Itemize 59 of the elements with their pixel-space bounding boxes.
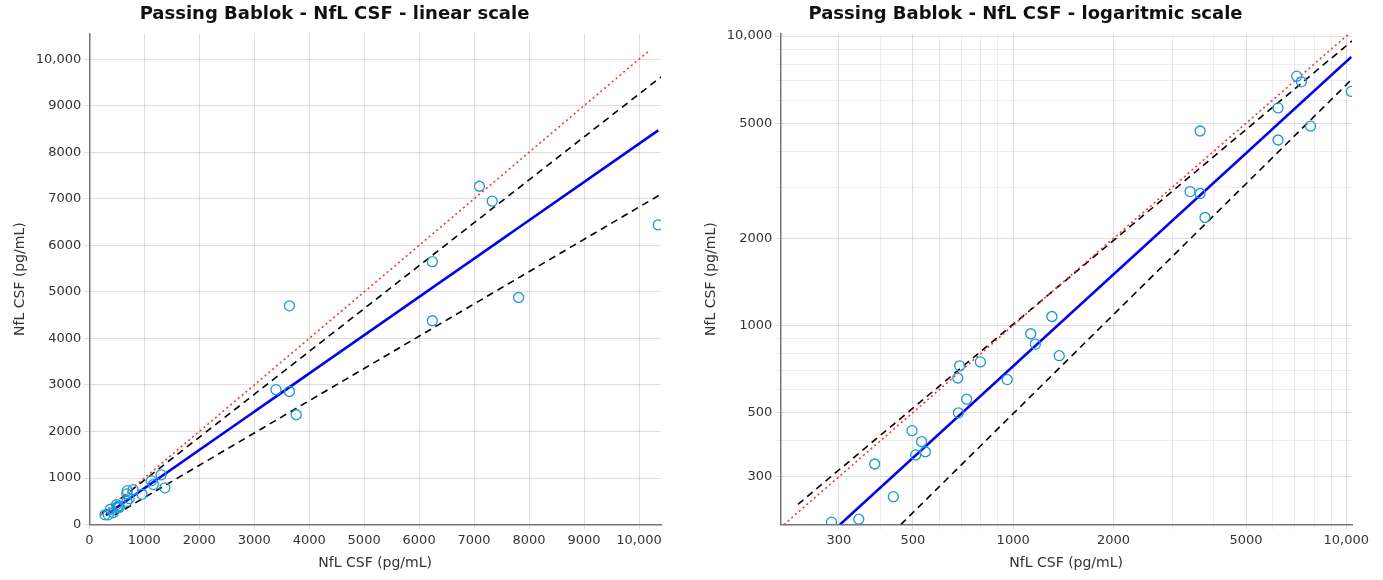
x-tick-label: 4000 — [292, 531, 326, 547]
point — [155, 469, 167, 481]
point — [136, 488, 148, 500]
y-tick-label: 5000 — [739, 114, 773, 130]
x-axis-title: NfL CSF (pg/mL) — [1009, 554, 1123, 571]
point — [159, 482, 171, 494]
y-tick-label: 9000 — [48, 97, 82, 113]
y-tick-label: 3000 — [48, 376, 82, 392]
point — [473, 180, 486, 192]
x-tick-label: 8000 — [512, 531, 546, 547]
y-tick-label: 300 — [747, 468, 773, 484]
point — [283, 385, 296, 398]
x-tick-label: 7000 — [457, 531, 491, 547]
point — [426, 255, 438, 268]
point — [270, 383, 282, 396]
x-tick-label: 9000 — [567, 531, 601, 547]
chart-title: Passing Bablok - NfL CSF - linear scale — [139, 2, 530, 24]
x-axis-title: NfL CSF (pg/mL) — [318, 554, 432, 571]
y-tick-label: 2000 — [48, 422, 82, 438]
x-tick-label: 10,000 — [616, 531, 662, 547]
y-tick-label: 10,000 — [726, 27, 773, 43]
y-axis-title: NfL CSF (pg/mL) — [11, 222, 28, 336]
x-tick-label: 2000 — [1096, 531, 1130, 547]
x-tick-label: 6000 — [402, 531, 436, 547]
chart-title: Passing Bablok - NfL CSF - logaritmic scale — [808, 2, 1243, 24]
x-tick-label: 10,000 — [1323, 531, 1370, 547]
point — [121, 488, 133, 500]
y-tick-label: 500 — [747, 403, 773, 419]
y-tick-label: 5000 — [48, 283, 82, 299]
x-tick-label: 1000 — [996, 531, 1030, 547]
x-tick-label: 0 — [85, 531, 94, 547]
x-tick-label: 300 — [826, 531, 852, 547]
y-tick-label: 4000 — [48, 329, 82, 345]
y-tick-label: 10,000 — [35, 50, 82, 66]
x-tick-label: 2000 — [182, 531, 216, 547]
point — [426, 315, 438, 327]
x-tick-label: 5000 — [1229, 531, 1263, 547]
y-axis-title: NfL CSF (pg/mL) — [702, 222, 719, 336]
x-tick-label: 5000 — [347, 531, 381, 547]
point — [290, 409, 302, 421]
point — [145, 475, 157, 487]
point — [147, 478, 160, 491]
point — [127, 484, 139, 496]
point — [104, 503, 117, 515]
point — [512, 291, 525, 304]
y-tick-label: 7000 — [48, 190, 82, 206]
x-tick-label: 1000 — [127, 531, 161, 547]
y-tick-label: 1000 — [48, 469, 82, 485]
x-tick-label: 500 — [900, 531, 926, 547]
y-tick-label: 6000 — [48, 236, 82, 252]
point — [283, 300, 296, 312]
x-tick-label: 3000 — [237, 531, 271, 547]
y-tick-label: 8000 — [48, 143, 82, 159]
y-tick-label: 0 — [73, 515, 82, 531]
y-tick-label: 2000 — [739, 229, 773, 245]
point — [107, 506, 119, 519]
point — [486, 195, 498, 207]
point — [121, 484, 133, 497]
y-tick-label: 1000 — [739, 316, 773, 332]
